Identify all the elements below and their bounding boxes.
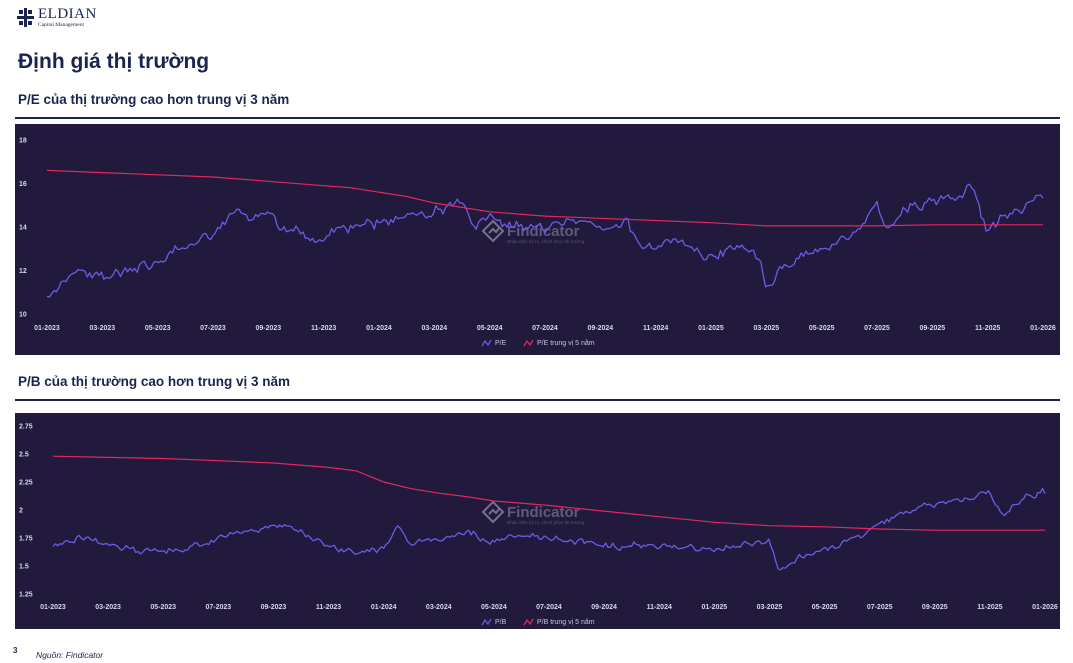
x-tick-label: 03-2024 xyxy=(421,325,447,332)
x-tick-label: 03-2023 xyxy=(89,325,115,332)
x-tick-label: 07-2025 xyxy=(864,325,890,332)
legend-label: P/E trung vị 5 năm xyxy=(537,340,595,347)
x-tick-label: 01-2023 xyxy=(40,604,66,611)
x-tick-label: 03-2025 xyxy=(757,604,783,611)
x-tick-label: 01-2023 xyxy=(34,325,60,332)
x-tick-label: 07-2024 xyxy=(532,325,558,332)
y-tick-label: 18 xyxy=(19,138,27,145)
x-tick-label: 11-2024 xyxy=(643,325,668,332)
x-tick-label: 07-2023 xyxy=(200,325,226,332)
x-tick-label: 03-2023 xyxy=(95,604,121,611)
y-tick-label: 12 xyxy=(19,268,27,275)
x-tick-label: 05-2025 xyxy=(809,325,835,332)
pe-chart: 10 12 14 16 18 01-2023 03-2023 05-2023 07-2023 09… xyxy=(19,138,1056,348)
brand-name: ELDIAN xyxy=(38,6,97,22)
section-title-pb: P/B của thị trường cao hơn trung vị 3 nă… xyxy=(18,374,290,389)
x-tick-label: 05-2025 xyxy=(812,604,838,611)
x-tick-label: 07-2024 xyxy=(536,604,562,611)
y-tick-label: 16 xyxy=(19,181,27,188)
x-tick-label: 03-2024 xyxy=(426,604,452,611)
x-tick-label: 11-2025 xyxy=(975,325,1000,332)
legend-label: P/B xyxy=(495,619,507,626)
x-tick-label: 09-2023 xyxy=(255,325,281,332)
legend-swatch xyxy=(481,618,492,626)
x-tick-label: 11-2025 xyxy=(977,604,1002,611)
y-tick-label: 14 xyxy=(19,225,27,232)
x-tick-label: 09-2025 xyxy=(922,604,948,611)
eldian-logo: ELDIAN Capital Management xyxy=(17,7,97,29)
y-tick-label: 1.75 xyxy=(19,536,33,543)
divider xyxy=(15,117,1060,119)
y-tick-label: 1.5 xyxy=(19,564,29,571)
watermark-name: Findicator xyxy=(507,223,580,240)
x-tick-label: 11-2023 xyxy=(316,604,341,611)
x-tick-label: 05-2023 xyxy=(150,604,176,611)
divider xyxy=(15,399,1060,401)
x-tick-label: 07-2023 xyxy=(205,604,231,611)
series-line-median xyxy=(52,455,1045,531)
source-note: Nguồn: Findicator xyxy=(36,650,104,660)
x-tick-label: 01-2026 xyxy=(1032,604,1058,611)
brand-subtitle: Capital Management xyxy=(38,22,84,28)
chart-panel-pe: 10 12 14 16 18 01-2023 03-2023 05-2023 07-2023 09… xyxy=(15,124,1060,355)
x-tick-label: 01-2026 xyxy=(1030,325,1056,332)
x-tick-label: 01-2025 xyxy=(701,604,727,611)
section-title-pe: P/E của thị trường cao hơn trung vị 3 nă… xyxy=(18,92,290,107)
eldian-logo-mark-icon xyxy=(17,8,34,28)
legend-label: P/E xyxy=(495,340,507,347)
page-number: 3 xyxy=(13,646,18,655)
pb-chart: 1.25 1.5 1.75 2 2.25 2.5 2.75 01-2023 03-2023 05-… xyxy=(19,424,1058,627)
x-tick-label: 03-2025 xyxy=(753,325,779,332)
x-tick-label: 09-2023 xyxy=(261,604,287,611)
findicator-logo-icon xyxy=(481,500,505,524)
watermark-tagline: Nhận diện rủi ro, chinh phục thị trường xyxy=(507,238,585,244)
legend-swatch xyxy=(523,618,534,626)
y-tick-label: 2.5 xyxy=(19,452,29,459)
page-title: Định giá thị trường xyxy=(18,50,210,73)
findicator-logo-icon xyxy=(481,219,505,243)
x-tick-label: 01-2024 xyxy=(366,325,392,332)
x-tick-label: 01-2025 xyxy=(698,325,724,332)
y-tick-label: 10 xyxy=(19,312,27,319)
y-tick-label: 1.25 xyxy=(19,592,33,599)
chart-legend: P/B P/B trung vị 5 năm xyxy=(481,618,595,626)
legend-swatch xyxy=(523,339,534,347)
legend-label: P/B trung vị 5 năm xyxy=(537,619,595,626)
x-tick-label: 01-2024 xyxy=(371,604,397,611)
y-tick-label: 2.25 xyxy=(19,480,33,487)
chart-legend: P/E P/E trung vị 5 năm xyxy=(481,339,595,347)
x-tick-label: 05-2023 xyxy=(145,325,171,332)
series-line-median xyxy=(46,169,1043,227)
x-tick-label: 05-2024 xyxy=(481,604,507,611)
x-tick-label: 07-2025 xyxy=(867,604,893,611)
x-tick-label: 09-2024 xyxy=(587,325,613,332)
x-tick-label: 09-2024 xyxy=(591,604,617,611)
x-tick-label: 11-2023 xyxy=(311,325,336,332)
series-line-main xyxy=(52,487,1046,571)
series-line-main xyxy=(46,183,1044,298)
legend-swatch xyxy=(481,339,492,347)
watermark-tagline: Nhận diện rủi ro, chinh phục thị trường xyxy=(507,519,585,525)
y-tick-label: 2 xyxy=(19,508,23,515)
x-tick-label: 09-2025 xyxy=(919,325,945,332)
chart-panel-pb: 1.25 1.5 1.75 2 2.25 2.5 2.75 01-2023 03-2023 05-… xyxy=(15,413,1060,629)
y-tick-label: 2.75 xyxy=(19,424,33,431)
watermark-name: Findicator xyxy=(507,504,580,521)
x-tick-label: 11-2024 xyxy=(647,604,672,611)
x-tick-label: 05-2024 xyxy=(477,325,503,332)
